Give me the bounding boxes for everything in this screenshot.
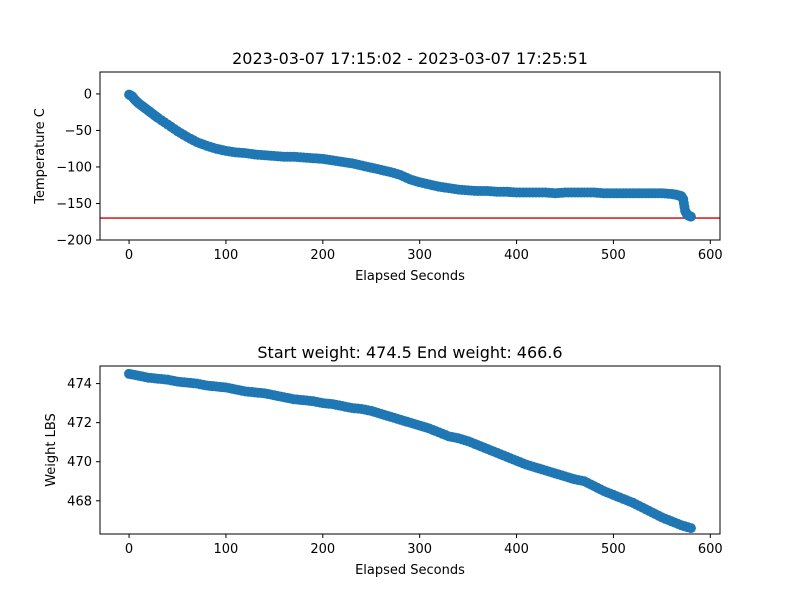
temperature-y-tick-label: −100 (56, 160, 92, 175)
temperature-data-point (685, 211, 696, 222)
temperature-y-tick-label: −150 (56, 197, 92, 212)
weight-data-point (685, 523, 696, 534)
temperature-x-ticks: 0 100 200 300 400 500 600 (125, 240, 723, 263)
weight-y-tick-label: 468 (67, 494, 92, 509)
weight-y-ticks: 468 470 472 474 (67, 377, 100, 509)
weight-x-tick-label: 100 (214, 542, 239, 557)
temperature-x-tick-label: 100 (214, 248, 239, 263)
temperature-x-tick-label: 400 (504, 248, 529, 263)
temperature-x-tick-label: 0 (125, 248, 133, 263)
temperature-x-tick-label: 300 (407, 248, 432, 263)
temperature-y-tick-label: 0 (84, 87, 92, 102)
temperature-x-axis-label: Elapsed Seconds (355, 269, 465, 284)
temperature-x-tick-label: 200 (310, 248, 335, 263)
temperature-subplot: 2023-03-07 17:15:02 - 2023-03-07 17:25:5… (33, 49, 723, 284)
temperature-x-tick-label: 500 (601, 248, 626, 263)
weight-y-axis-label: Weight LBS (44, 413, 59, 487)
weight-x-tick-label: 0 (125, 542, 133, 557)
weight-chart-title: Start weight: 474.5 End weight: 466.6 (257, 343, 562, 362)
temperature-y-tick-label: −200 (56, 234, 92, 249)
weight-plot-area (124, 368, 696, 534)
weight-x-tick-label: 300 (407, 542, 432, 557)
temperature-y-axis-label: Temperature C (33, 108, 48, 205)
weight-axes-frame (99, 365, 721, 535)
weight-y-tick-label: 470 (67, 455, 92, 470)
temperature-x-tick-label: 600 (698, 248, 723, 263)
temperature-axes-frame (99, 71, 721, 241)
temperature-chart-title: 2023-03-07 17:15:02 - 2023-03-07 17:25:5… (232, 49, 588, 68)
temperature-plot-area (100, 89, 720, 222)
weight-x-tick-label: 600 (698, 542, 723, 557)
weight-x-tick-label: 400 (504, 542, 529, 557)
weight-x-axis-label: Elapsed Seconds (355, 563, 465, 578)
temperature-y-tick-label: −50 (65, 124, 92, 139)
weight-y-tick-label: 472 (67, 416, 92, 431)
weight-y-tick-label: 474 (67, 377, 92, 392)
weight-x-tick-label: 500 (601, 542, 626, 557)
weight-subplot: Start weight: 474.5 End weight: 466.6 0 1… (44, 343, 723, 578)
weight-x-tick-label: 200 (310, 542, 335, 557)
weight-x-ticks: 0 100 200 300 400 500 600 (125, 534, 723, 557)
temperature-y-ticks: 0 −50 −100 −150 −200 (56, 87, 100, 249)
